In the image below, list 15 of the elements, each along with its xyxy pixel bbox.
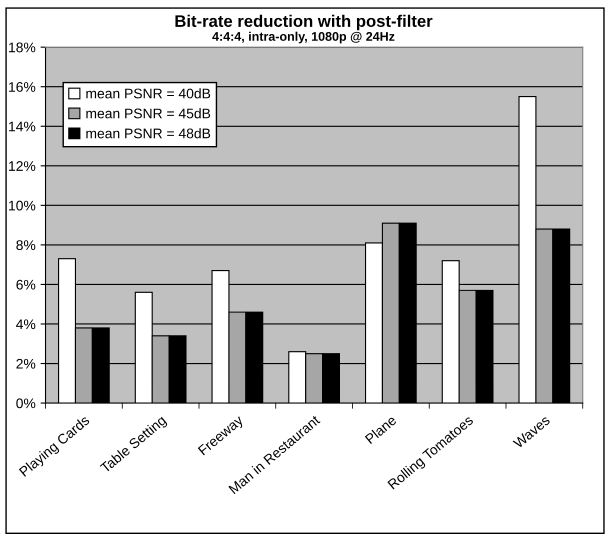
y-tick-label: 16% bbox=[9, 82, 36, 92]
y-tick-label: 10% bbox=[9, 200, 36, 211]
legend-label: mean PSNR = 45dB bbox=[86, 108, 210, 118]
y-tick-label: 14% bbox=[9, 122, 36, 132]
y-tick-label: 8% bbox=[16, 240, 36, 250]
legend-label: mean PSNR = 40dB bbox=[86, 88, 210, 98]
legend-label: mean PSNR = 48dB bbox=[86, 128, 210, 138]
chart-title: Bit-rate reduction with post-filter bbox=[175, 14, 432, 30]
y-tick-label: 6% bbox=[16, 280, 36, 290]
y-tick-label: 0% bbox=[16, 398, 36, 408]
y-tick-label: 2% bbox=[16, 358, 36, 369]
chart-subtitle: 4:4:4, intra-only, 1080p @ 24Hz bbox=[212, 32, 394, 44]
y-tick-label: 12% bbox=[9, 161, 36, 171]
y-tick-label: 18% bbox=[9, 42, 36, 52]
y-tick-label: 4% bbox=[16, 319, 36, 330]
